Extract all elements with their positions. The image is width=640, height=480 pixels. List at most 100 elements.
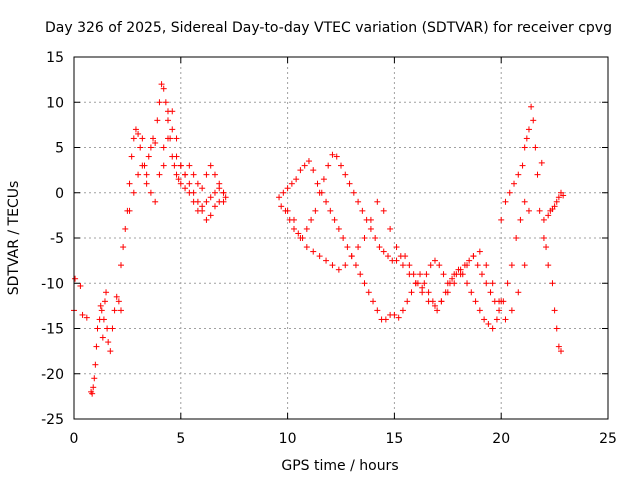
data-point xyxy=(190,189,197,196)
data-point xyxy=(104,325,111,332)
data-point xyxy=(128,153,135,160)
data-point xyxy=(98,307,105,314)
data-point xyxy=(515,171,522,178)
data-point xyxy=(515,289,522,296)
data-point xyxy=(513,235,520,241)
data-point xyxy=(496,307,503,314)
data-point xyxy=(199,207,206,214)
data-point xyxy=(525,207,532,214)
data-point xyxy=(346,180,353,187)
data-point xyxy=(147,189,154,196)
data-point xyxy=(135,171,142,178)
data-point xyxy=(154,117,161,124)
data-point xyxy=(340,235,347,241)
data-point xyxy=(143,180,150,187)
series-late-cluster xyxy=(538,159,567,251)
data-point xyxy=(466,257,473,264)
data-point xyxy=(164,117,171,124)
series-morning-band-3 xyxy=(160,108,227,196)
data-point xyxy=(361,280,368,287)
data-point xyxy=(395,314,402,321)
data-point xyxy=(90,384,97,391)
data-point xyxy=(305,158,312,165)
data-point xyxy=(357,271,364,278)
data-point xyxy=(135,130,142,137)
series-late-spike xyxy=(498,103,565,355)
data-point xyxy=(203,198,210,205)
data-point xyxy=(293,176,300,183)
data-point xyxy=(147,144,154,151)
data-point xyxy=(406,262,413,269)
data-point xyxy=(502,198,509,205)
data-point xyxy=(79,311,86,318)
y-tick-label: 15 xyxy=(46,50,64,66)
data-point xyxy=(538,159,545,166)
data-point xyxy=(468,289,475,296)
data-point xyxy=(320,176,327,183)
data-point xyxy=(408,289,415,296)
data-point xyxy=(474,262,481,269)
data-point xyxy=(316,253,323,260)
data-point xyxy=(164,135,171,142)
data-point xyxy=(182,185,189,192)
data-point xyxy=(182,171,189,178)
data-point xyxy=(540,216,547,223)
data-point xyxy=(502,316,509,323)
data-point xyxy=(207,162,214,169)
data-point xyxy=(525,126,532,133)
data-point xyxy=(521,198,528,205)
data-point xyxy=(113,293,120,300)
y-tick-label: 5 xyxy=(55,141,64,157)
data-point xyxy=(156,171,163,178)
data-point xyxy=(406,271,413,278)
data-point xyxy=(105,339,112,346)
data-point xyxy=(431,257,438,264)
data-point xyxy=(169,126,176,133)
data-point xyxy=(434,307,441,314)
data-points xyxy=(71,81,567,397)
data-point xyxy=(348,253,355,260)
x-tick-label: 5 xyxy=(176,431,185,447)
x-tick-label: 0 xyxy=(70,431,79,447)
data-point xyxy=(483,262,490,269)
data-point xyxy=(222,194,229,201)
data-point xyxy=(543,244,550,251)
data-point xyxy=(436,262,443,269)
data-point xyxy=(476,307,483,314)
data-point xyxy=(97,302,104,309)
data-point xyxy=(91,375,98,382)
x-tick-label: 10 xyxy=(279,431,297,447)
y-tick-label: -20 xyxy=(41,367,64,383)
data-point xyxy=(89,390,96,397)
data-point xyxy=(493,316,500,323)
y-tick-label: -25 xyxy=(41,412,64,428)
data-point xyxy=(511,180,518,187)
data-point xyxy=(553,325,560,332)
data-point xyxy=(365,289,372,296)
data-point xyxy=(291,216,298,223)
data-point xyxy=(355,198,362,205)
data-point xyxy=(92,361,99,368)
data-point xyxy=(291,225,298,232)
data-point xyxy=(150,135,157,142)
data-point xyxy=(399,262,406,269)
data-point xyxy=(297,235,304,241)
data-point xyxy=(338,162,344,169)
data-point xyxy=(402,253,409,260)
data-point xyxy=(551,307,558,314)
data-point xyxy=(374,198,381,205)
data-point xyxy=(117,262,124,269)
data-point xyxy=(438,298,445,305)
data-point xyxy=(464,262,471,269)
data-point xyxy=(186,162,193,169)
data-point xyxy=(310,167,317,174)
data-point xyxy=(207,194,214,201)
data-point xyxy=(288,180,295,187)
data-point xyxy=(470,253,477,260)
data-point xyxy=(504,280,511,287)
grid xyxy=(74,57,608,419)
data-point xyxy=(139,135,146,142)
data-point xyxy=(444,280,451,287)
data-point xyxy=(545,212,552,219)
